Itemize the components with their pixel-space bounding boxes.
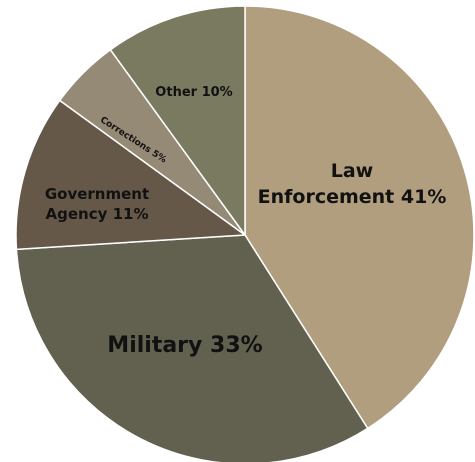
- pie-slice-military: [15, 234, 369, 462]
- pie-label-other: Other 10%: [155, 85, 232, 100]
- pie-label-line: Agency 11%: [46, 205, 149, 223]
- pie-label-line: Government: [45, 185, 149, 203]
- pie-label-line: Law: [331, 160, 373, 182]
- pie-label-line: Enforcement 41%: [258, 186, 447, 208]
- pie-label-government-agency: Government Agency 11%: [45, 185, 149, 223]
- pie-slice-government-agency: [15, 99, 248, 251]
- pie-label-line: Military 33%: [107, 333, 262, 358]
- pie-label-law-enforcement: Law Enforcement 41%: [258, 160, 447, 208]
- pie-label-military: Military 33%: [107, 333, 262, 358]
- pie-slice-other: [109, 5, 246, 238]
- pie-slices: [15, 5, 475, 462]
- pie-label-line: Other 10%: [155, 85, 232, 100]
- pie-slice-law-enforcement: [244, 5, 475, 430]
